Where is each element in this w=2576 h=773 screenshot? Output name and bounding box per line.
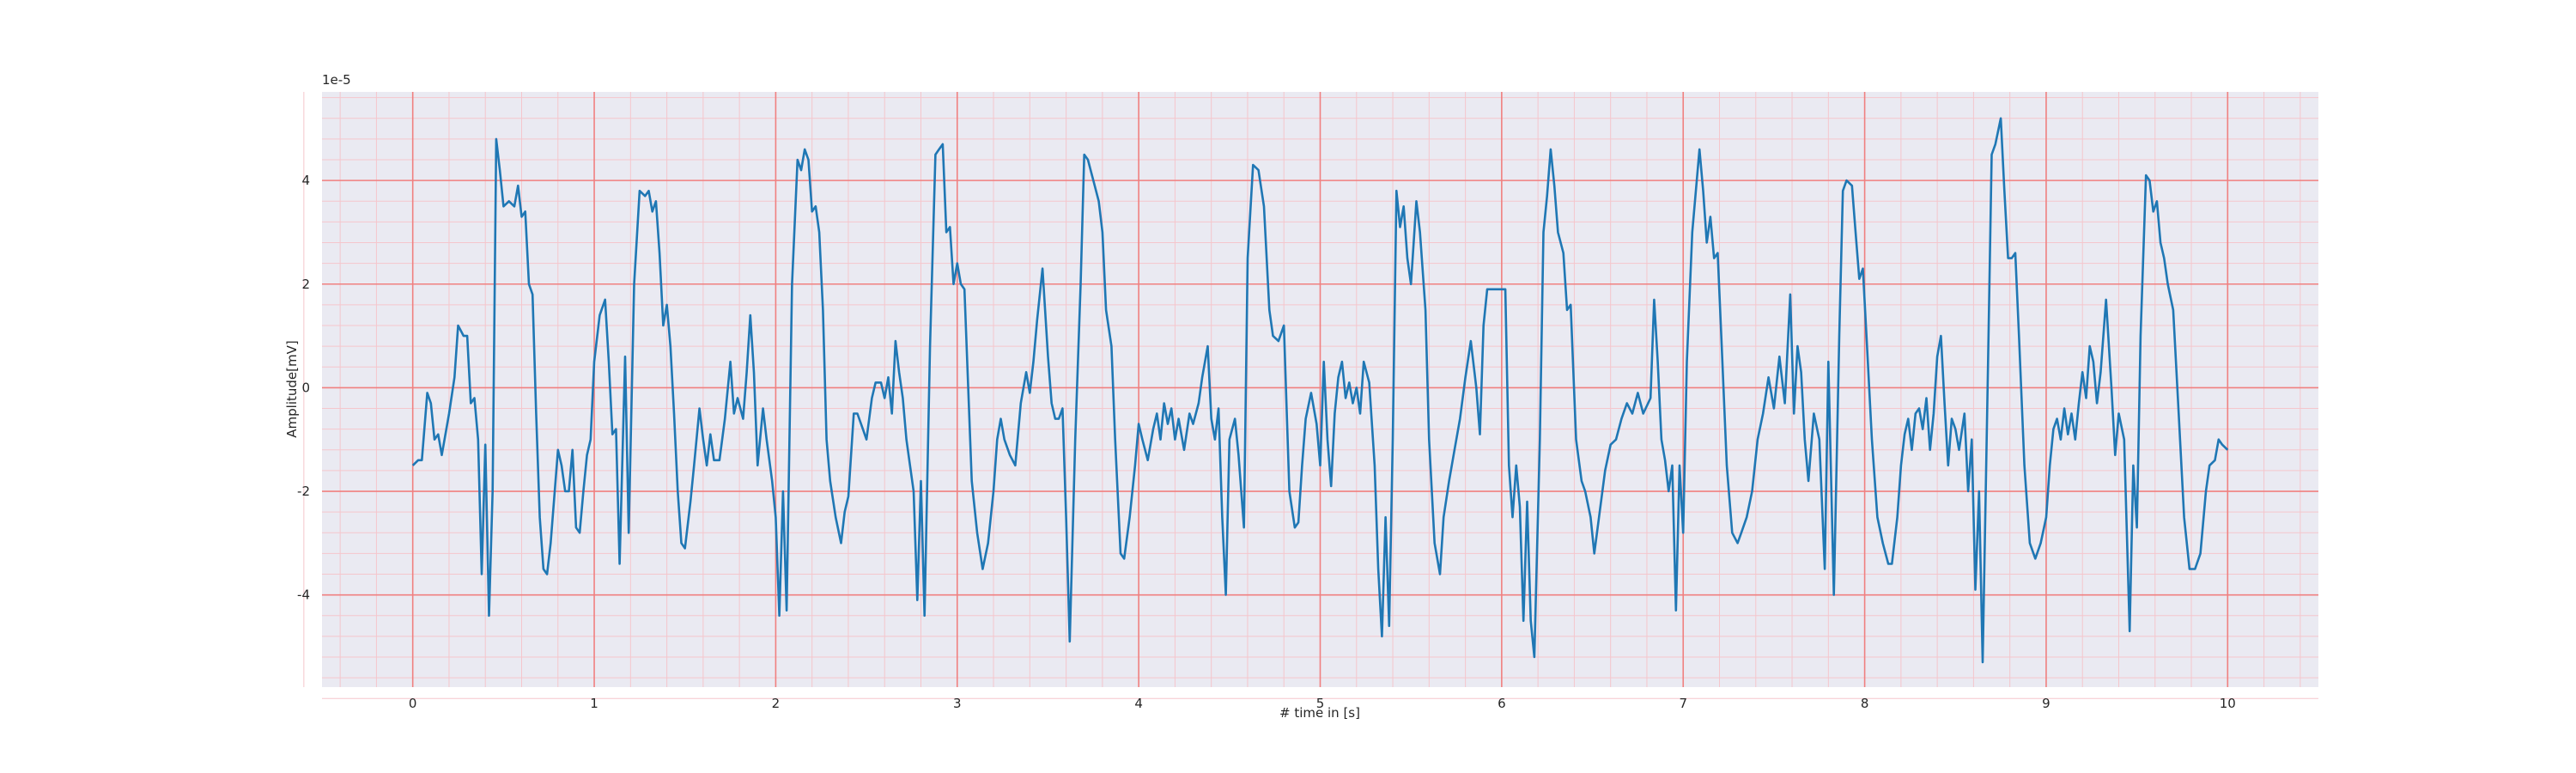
x-tick-label: 3 xyxy=(953,696,962,711)
x-tick-label: 9 xyxy=(2042,696,2050,711)
y-tick-label: -2 xyxy=(297,484,310,499)
y-tick-label: 4 xyxy=(301,173,310,188)
y-tick-label: 2 xyxy=(301,277,310,292)
y-tick-label: -4 xyxy=(297,587,310,603)
x-tick-label: 5 xyxy=(1316,696,1325,711)
x-tick-label: 8 xyxy=(1861,696,1869,711)
grid xyxy=(303,92,2318,699)
x-tick-label: 4 xyxy=(1134,696,1143,711)
x-tick-label: 10 xyxy=(2220,696,2236,711)
x-axis-label: # time in [s] xyxy=(1279,705,1360,721)
x-tick-label: 6 xyxy=(1498,696,1506,711)
ticks: 0 1 2 3 4 5 6 7 8 9 10 -4 -2 0 2 4 xyxy=(297,173,2236,711)
x-tick-label: 1 xyxy=(590,696,598,711)
y-offset-label: 1e-5 xyxy=(322,72,351,88)
y-axis-label: Amplitude[mV] xyxy=(284,340,300,437)
x-tick-label: 0 xyxy=(409,696,417,711)
x-tick-label: 2 xyxy=(772,696,781,711)
signal-line xyxy=(411,117,2229,664)
y-tick-label: 0 xyxy=(301,380,310,395)
x-tick-label: 7 xyxy=(1679,696,1687,711)
data xyxy=(411,117,2229,664)
